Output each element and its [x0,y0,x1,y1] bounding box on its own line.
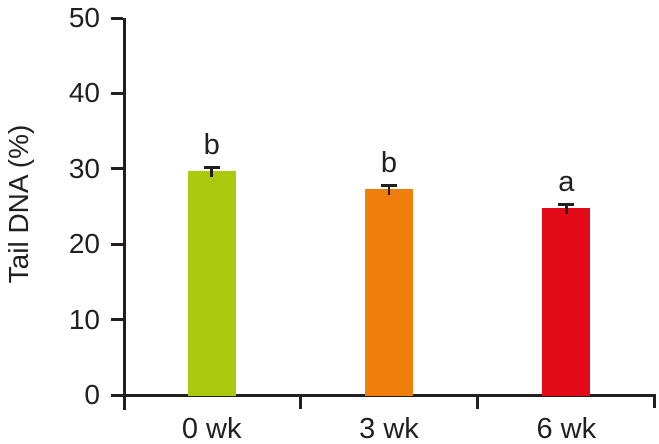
y-tick [111,242,123,246]
x-tick [476,395,480,409]
y-tick-label: 30 [68,152,100,184]
bar [542,208,591,396]
error-bar-cap [381,183,397,187]
error-bar-stem [565,204,568,214]
y-tick-label: 10 [68,303,100,335]
x-axis-end-tick [653,395,656,408]
y-axis-line [123,18,126,410]
y-tick-label: 40 [68,77,100,109]
x-tick-label: 6 wk [536,413,597,444]
significance-letter: b [203,129,220,162]
x-tick-label: 3 wk [359,413,419,444]
significance-letter: b [380,147,398,180]
error-bar-stem [210,167,213,178]
y-tick-label: 0 [84,379,100,410]
y-tick [111,318,123,322]
y-tick-label: 50 [68,2,100,33]
y-tick [111,167,123,171]
error-bar-cap [558,202,575,206]
bar [187,171,236,396]
y-tick [111,91,123,95]
x-tick [298,395,302,409]
bar [365,189,413,396]
error-bar-cap [203,165,220,169]
y-tick [111,393,123,397]
y-tick-label: 20 [68,228,100,260]
y-tick [111,16,123,20]
significance-letter: a [558,166,575,199]
error-bar-stem [387,185,391,196]
x-tick-label: 0 wk [181,413,242,444]
